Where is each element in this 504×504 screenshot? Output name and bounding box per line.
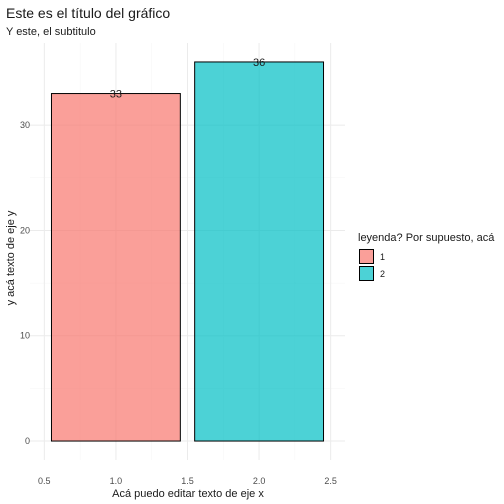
chart-subtitle: Y este, el subtitulo	[6, 26, 96, 38]
y-axis-title: y acá texto de eje y	[5, 210, 17, 305]
x-tick-label: 1.5	[181, 476, 194, 486]
bar-1	[50, 93, 181, 442]
x-tick-label: 2.5	[324, 476, 337, 486]
legend-title: leyenda? Por supuesto, acá	[358, 232, 495, 244]
legend-label-2: 2	[380, 269, 385, 279]
data-label-2: 36	[253, 57, 265, 69]
bar-2	[194, 61, 325, 442]
x-tick-label: 1.0	[110, 476, 123, 486]
y-axis-ticks: 0 10 20 30	[20, 120, 30, 446]
data-label-1: 33	[110, 89, 122, 101]
legend-key-1	[359, 249, 374, 264]
chart-title: Este es el título del gráfico	[6, 5, 170, 21]
y-tick-label: 0	[25, 436, 30, 446]
legend-label-1: 1	[380, 252, 385, 262]
x-axis-title: Acá puedo editar texto de eje x	[112, 488, 264, 500]
data-labels-group: 33 36	[110, 57, 265, 101]
y-tick-label: 30	[20, 120, 30, 130]
legend-key-2	[359, 266, 374, 281]
legend: leyenda? Por supuesto, acá 1 2	[358, 232, 495, 281]
bars-group	[50, 61, 325, 442]
x-axis-ticks: 0.5 1.0 1.5 2.0 2.5	[38, 476, 337, 486]
x-tick-label: 0.5	[38, 476, 51, 486]
x-tick-label: 2.0	[253, 476, 266, 486]
y-tick-label: 20	[20, 225, 30, 235]
y-tick-label: 10	[20, 331, 30, 341]
